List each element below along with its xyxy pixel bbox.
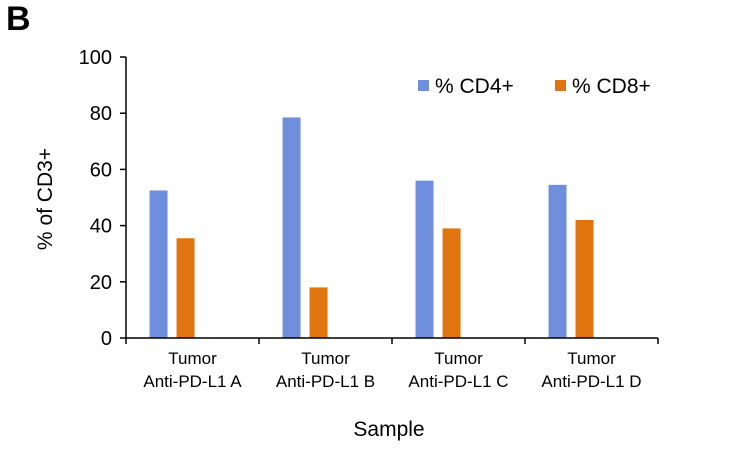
x-category-label: Tumor [434, 349, 483, 368]
x-category-label: Tumor [301, 349, 350, 368]
x-category-label: Anti-PD-L1 D [541, 372, 641, 391]
bar-cd8-3 [442, 228, 461, 338]
panel-label: B [6, 0, 31, 38]
legend: % CD4+ % CD8+ [418, 75, 651, 98]
x-category-label: Anti-PD-L1 A [143, 372, 242, 391]
x-category-label: Anti-PD-L1 B [276, 372, 375, 391]
bars-group [149, 117, 594, 338]
y-tick-label: 100 [79, 47, 112, 69]
y-tick-label: 0 [101, 328, 112, 350]
bar-cd4-4 [548, 184, 567, 338]
x-axis-title: Sample [353, 418, 424, 441]
bar-cd8-1 [176, 238, 195, 338]
bar-cd4-1 [149, 190, 168, 338]
axes-group [125, 57, 659, 344]
x-category-label: Tumor [168, 349, 217, 368]
bar-cd8-4 [575, 219, 594, 338]
bar-cd8-2 [309, 287, 328, 338]
y-tick-label: 20 [90, 272, 112, 294]
x-axis-category-labels: Tumor Anti-PD-L1 A Tumor Anti-PD-L1 B Tumor A… [143, 349, 641, 391]
legend-swatch-cd8 [555, 80, 566, 91]
legend-label-cd4: % CD4+ [435, 75, 514, 98]
y-tick-label: 40 [90, 216, 112, 238]
legend-swatch-cd4 [418, 80, 429, 91]
y-axis-ticks: 0 20 40 60 80 100 [79, 47, 126, 350]
legend-label-cd8: % CD8+ [572, 75, 651, 98]
bar-cd4-3 [415, 180, 434, 338]
x-category-label: Anti-PD-L1 C [408, 372, 508, 391]
bar-cd4-2 [282, 117, 301, 338]
y-tick-label: 80 [90, 103, 112, 125]
y-axis-title: % of CD3+ [34, 148, 57, 250]
y-tick-label: 60 [90, 159, 112, 181]
x-category-label: Tumor [567, 349, 616, 368]
